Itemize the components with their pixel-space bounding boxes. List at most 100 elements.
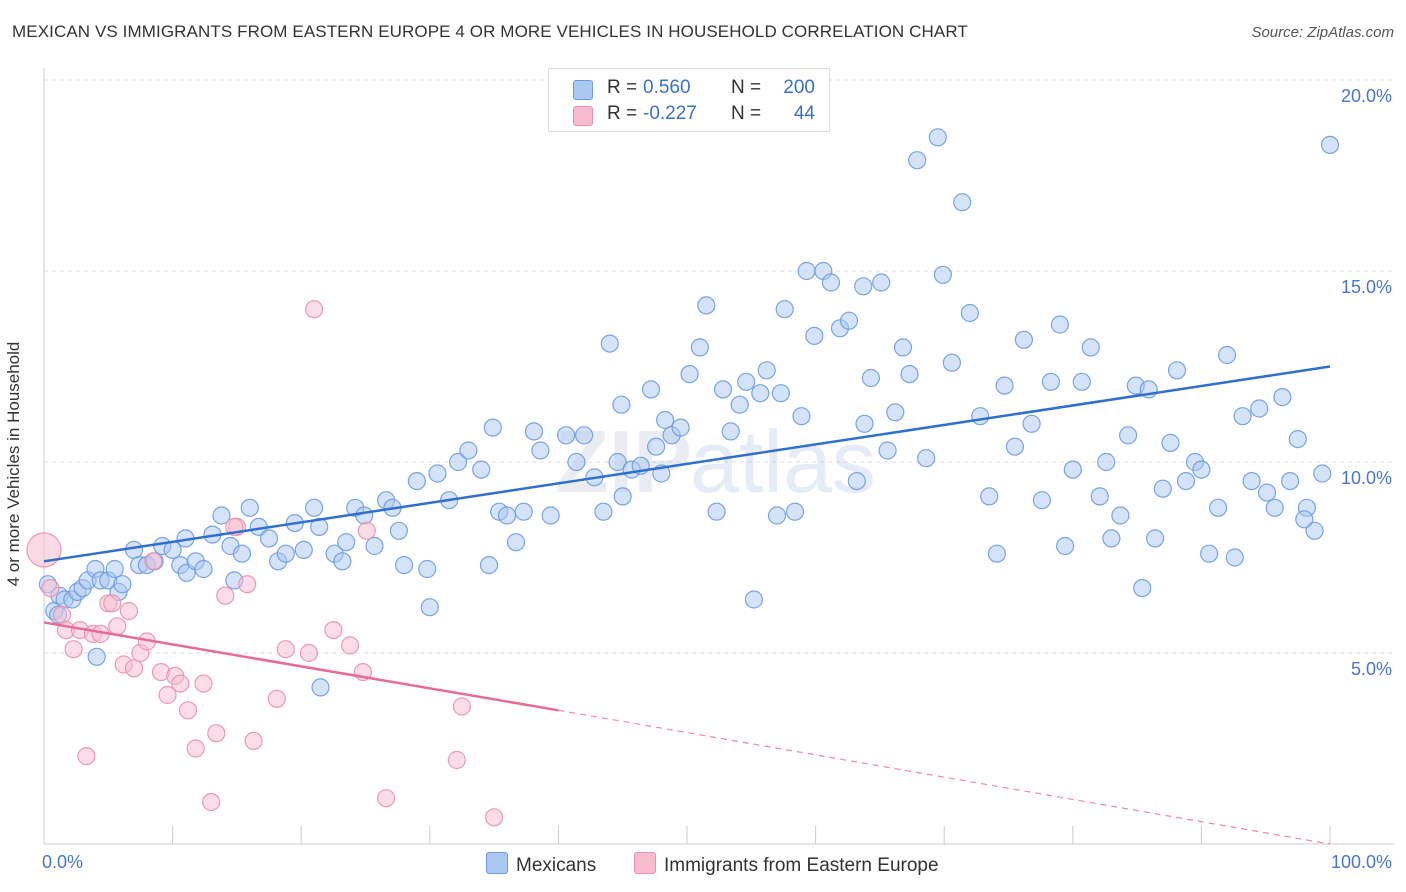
data-point <box>771 384 791 403</box>
data-point <box>524 422 544 441</box>
grid-lines <box>44 79 1394 654</box>
data-point <box>541 506 560 525</box>
data-point <box>144 552 163 571</box>
data-point <box>333 552 352 571</box>
data-point <box>407 472 426 491</box>
data-point <box>1288 430 1307 449</box>
data-point <box>1063 460 1082 479</box>
data-point <box>1225 548 1244 567</box>
y-tick-label: 15.0% <box>1340 277 1392 297</box>
data-point <box>1265 498 1284 517</box>
data-point <box>459 441 478 460</box>
data-point <box>1014 330 1034 349</box>
data-point <box>1118 426 1138 445</box>
data-point <box>1250 399 1269 418</box>
data-point <box>377 789 396 808</box>
data-point <box>1055 536 1075 556</box>
data-point <box>113 575 132 594</box>
legend-swatch <box>634 852 656 874</box>
data-point <box>232 544 252 563</box>
data-point <box>212 506 231 525</box>
data-point <box>1305 521 1324 540</box>
data-point <box>1050 315 1070 334</box>
trend-line-eastern-europe <box>43 621 559 712</box>
legend-n-label: N = <box>731 77 762 98</box>
data-point <box>171 674 190 693</box>
data-point <box>124 540 144 560</box>
data-point <box>52 605 72 624</box>
legend-swatch <box>486 852 508 874</box>
data-point <box>26 532 62 568</box>
data-point <box>730 395 749 414</box>
data-point <box>395 555 414 575</box>
data-point <box>514 502 533 521</box>
data-point <box>87 647 106 666</box>
data-point <box>485 808 504 827</box>
data-point <box>1280 472 1300 491</box>
data-point <box>933 265 953 284</box>
data-point <box>707 502 726 521</box>
data-point <box>337 533 356 552</box>
data-point <box>861 368 881 388</box>
data-point <box>1167 361 1187 380</box>
data-point <box>872 273 891 292</box>
data-point <box>855 414 874 433</box>
data-point <box>418 559 437 579</box>
data-point <box>928 128 947 147</box>
data-point <box>757 361 776 380</box>
data-point <box>41 578 60 598</box>
data-point <box>483 418 502 437</box>
data-point <box>690 338 710 357</box>
data-point <box>447 750 466 770</box>
data-point <box>1041 372 1061 391</box>
data-point <box>960 303 980 323</box>
data-point <box>1153 479 1172 498</box>
data-point <box>240 498 259 517</box>
data-point <box>697 296 716 315</box>
data-point <box>805 326 824 345</box>
trend-line-extension <box>558 709 1331 845</box>
data-point <box>775 300 794 319</box>
data-point <box>1192 460 1211 479</box>
data-point <box>980 487 999 506</box>
data-point <box>428 464 447 483</box>
data-point <box>1313 464 1332 483</box>
data-point <box>567 452 586 472</box>
data-point <box>276 544 295 563</box>
y-tick-label: 5.0% <box>1350 659 1392 679</box>
data-point <box>1295 510 1314 529</box>
data-point <box>479 555 499 575</box>
data-point <box>216 586 235 605</box>
data-point <box>105 559 124 579</box>
data-point <box>655 410 675 430</box>
data-point <box>608 452 627 472</box>
data-point <box>1199 544 1219 563</box>
x-tick-label: 0.0% <box>42 852 84 872</box>
data-point <box>680 365 699 384</box>
data-point <box>1072 372 1091 391</box>
legend-n-value: 44 <box>793 103 815 124</box>
data-point <box>355 506 374 525</box>
data-point <box>1005 437 1025 456</box>
data-point <box>420 598 439 617</box>
data-point <box>1133 578 1152 598</box>
bottom-legend-label: Immigrants from Eastern Europe <box>664 855 939 876</box>
data-point <box>556 426 576 445</box>
data-point <box>785 502 805 521</box>
x-tick-label: 100.0% <box>1330 852 1392 872</box>
data-point <box>594 502 613 521</box>
data-point <box>449 452 468 472</box>
data-point <box>574 426 594 445</box>
data-point <box>1208 498 1228 517</box>
data-point <box>64 640 83 659</box>
data-point <box>267 689 286 708</box>
data-point <box>737 372 756 391</box>
data-point <box>600 334 619 353</box>
data-point <box>893 338 913 357</box>
data-point <box>1273 388 1292 407</box>
data-point <box>1022 414 1041 433</box>
data-point <box>244 731 263 751</box>
data-point <box>452 697 471 716</box>
chart-title: MEXICAN VS IMMIGRANTS FROM EASTERN EUROP… <box>12 22 968 41</box>
data-point <box>847 472 866 491</box>
